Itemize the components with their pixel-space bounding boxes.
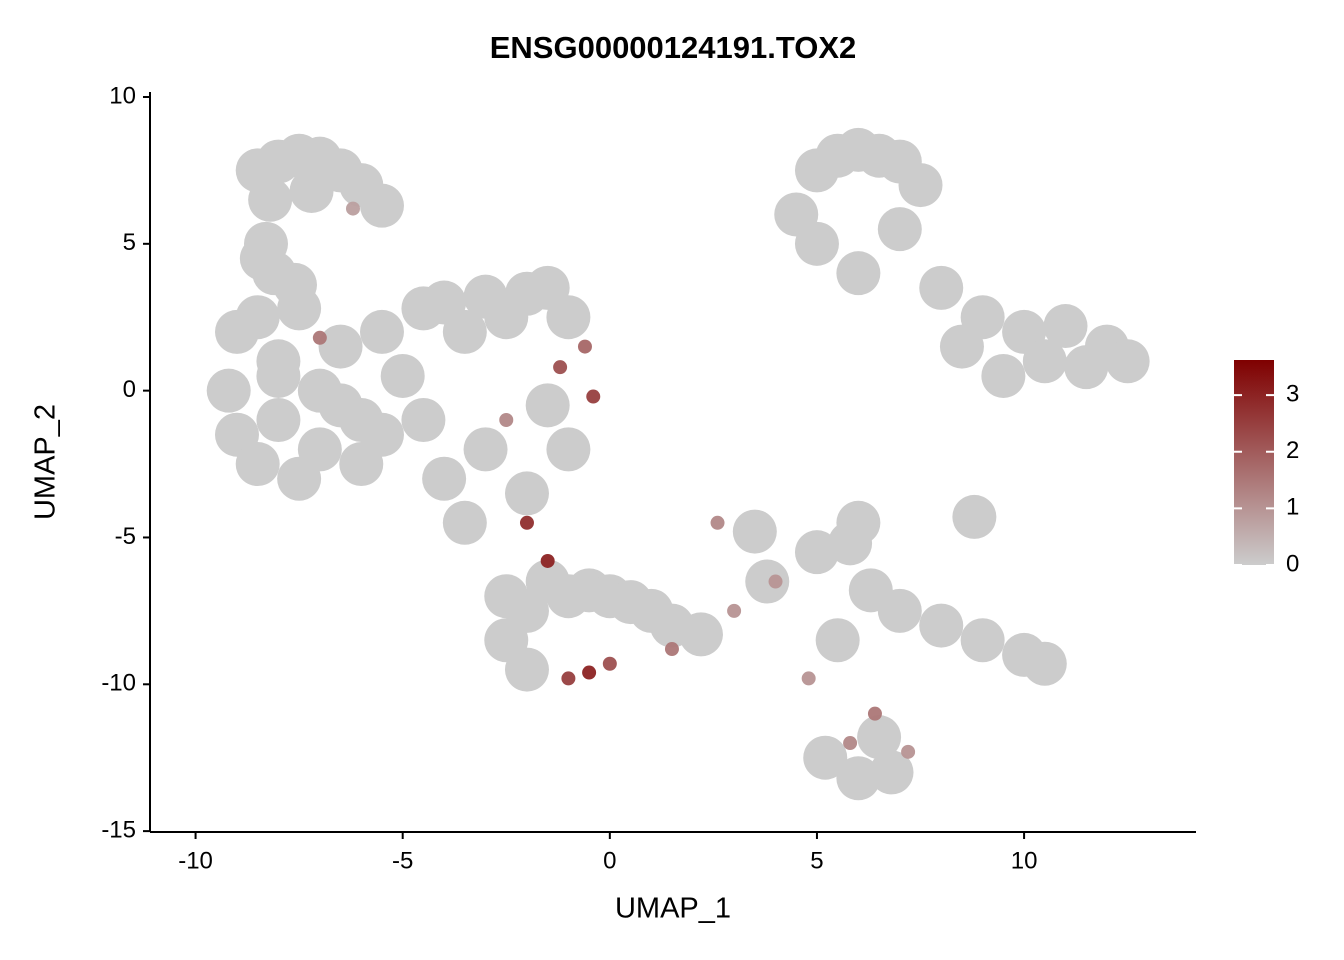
point (602, 656, 617, 671)
point (256, 353, 301, 398)
point (297, 427, 342, 472)
colorbar-label: 3 (1286, 380, 1299, 407)
point (919, 265, 964, 310)
point (768, 574, 783, 589)
point (312, 330, 327, 345)
point (877, 588, 922, 633)
point (867, 706, 882, 721)
y-axis-title: UMAP_2 (30, 404, 62, 520)
point (504, 647, 549, 692)
point (239, 236, 284, 281)
point (1022, 641, 1067, 686)
point (952, 494, 997, 539)
point (359, 309, 404, 354)
x-axis-title: UMAP_1 (615, 893, 731, 925)
point (664, 642, 679, 657)
point (248, 177, 293, 222)
y-tick-label: 0 (123, 376, 136, 403)
point (803, 735, 848, 780)
point (960, 618, 1005, 663)
point (877, 207, 922, 252)
point (206, 368, 251, 413)
colorbar-label: 1 (1286, 494, 1299, 521)
point (857, 715, 902, 760)
x-tick-label: -10 (178, 847, 213, 874)
point (318, 383, 363, 428)
point (836, 756, 881, 801)
point (836, 500, 881, 545)
point (745, 559, 790, 604)
point (678, 612, 723, 657)
point (442, 309, 487, 354)
point (546, 295, 591, 340)
point (582, 665, 597, 680)
colorbar-label: 0 (1286, 550, 1299, 577)
point (1105, 339, 1150, 384)
point (869, 750, 914, 795)
point (898, 163, 943, 208)
point (1043, 304, 1088, 349)
y-tick-label: 10 (109, 82, 136, 109)
point (919, 603, 964, 648)
point (256, 398, 301, 443)
point (586, 389, 601, 404)
point (801, 671, 816, 686)
y-tick-label: -15 (101, 816, 136, 843)
point (727, 603, 742, 618)
point (794, 221, 839, 266)
y-tick-label: 5 (123, 229, 136, 256)
point (981, 353, 1026, 398)
point (359, 412, 404, 457)
point (235, 295, 280, 340)
x-tick-label: -5 (392, 847, 413, 874)
point (901, 744, 916, 759)
point (577, 339, 592, 354)
colorbar-label: 2 (1286, 437, 1299, 464)
x-tick-label: 5 (810, 847, 823, 874)
point (277, 286, 322, 331)
chart-title: ENSG00000124191.TOX2 (490, 30, 857, 65)
point (794, 530, 839, 575)
point (553, 360, 568, 375)
point (732, 509, 777, 554)
colorbar (1234, 360, 1274, 565)
point (710, 515, 725, 530)
point (359, 183, 404, 228)
point (561, 671, 576, 686)
point (422, 456, 467, 501)
x-tick-label: 0 (603, 847, 616, 874)
point (235, 442, 280, 487)
point (499, 413, 514, 428)
point (345, 201, 360, 216)
point (843, 736, 858, 751)
point (318, 324, 363, 369)
point (289, 168, 334, 213)
point (519, 515, 534, 530)
point (540, 553, 555, 568)
y-tick-label: -10 (101, 670, 136, 697)
y-tick-label: -5 (115, 523, 136, 550)
point (546, 427, 591, 472)
point (960, 295, 1005, 340)
points (206, 127, 1150, 801)
point (815, 618, 860, 663)
x-tick-label: 10 (1011, 847, 1038, 874)
point (1022, 339, 1067, 384)
point (401, 398, 446, 443)
point (504, 471, 549, 516)
point (442, 500, 487, 545)
point (525, 383, 570, 428)
point (463, 427, 508, 472)
point (836, 251, 881, 296)
point (380, 353, 425, 398)
